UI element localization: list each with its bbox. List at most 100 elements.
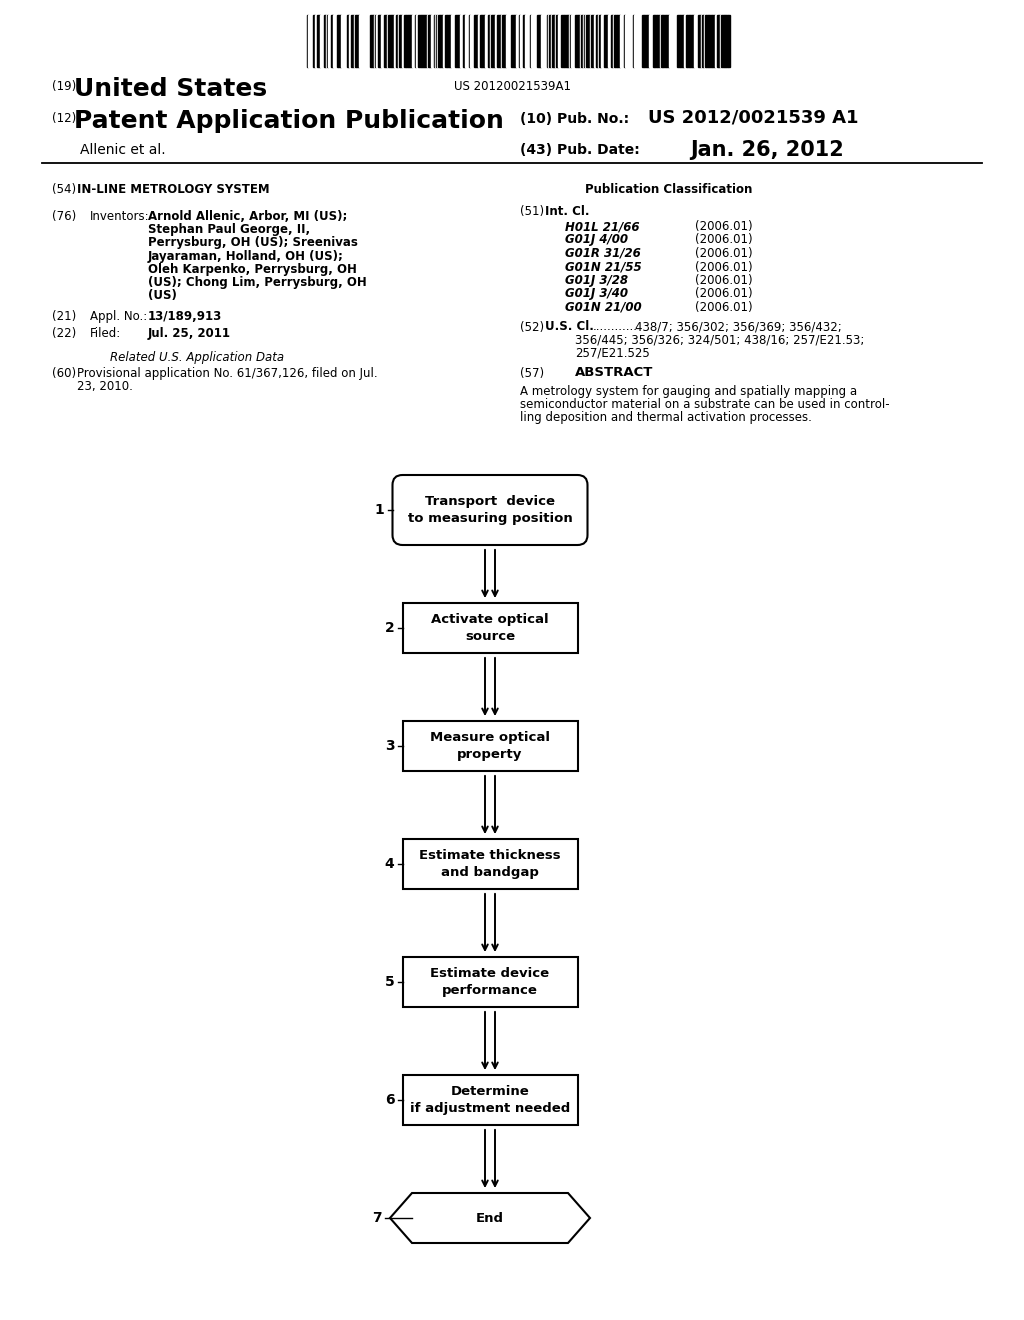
Text: Publication Classification: Publication Classification: [585, 183, 753, 195]
Bar: [313, 15, 315, 67]
Bar: [402, 603, 578, 653]
Bar: [525, 15, 527, 67]
Bar: [581, 15, 583, 67]
Bar: [514, 15, 516, 67]
Text: (54): (54): [52, 183, 76, 195]
Bar: [349, 15, 351, 67]
Text: Jul. 25, 2011: Jul. 25, 2011: [148, 327, 231, 341]
Text: (2006.01): (2006.01): [695, 247, 753, 260]
Text: (76): (76): [52, 210, 76, 223]
Bar: [621, 15, 624, 67]
Bar: [591, 15, 594, 67]
Bar: [671, 15, 673, 67]
Text: G01N 21/55: G01N 21/55: [565, 260, 642, 273]
Bar: [425, 15, 427, 67]
FancyBboxPatch shape: [392, 475, 588, 545]
Text: End: End: [476, 1212, 504, 1225]
Bar: [392, 15, 394, 67]
Bar: [495, 15, 497, 67]
Text: (10) Pub. No.:: (10) Pub. No.:: [520, 112, 629, 125]
Text: IN-LINE METROLOGY SYSTEM: IN-LINE METROLOGY SYSTEM: [77, 183, 269, 195]
Bar: [502, 15, 504, 67]
Text: Perrysburg, OH (US); Sreenivas: Perrysburg, OH (US); Sreenivas: [148, 236, 357, 249]
Bar: [384, 15, 387, 67]
Bar: [319, 15, 322, 67]
Text: (19): (19): [52, 81, 76, 92]
Bar: [382, 15, 384, 67]
Text: 7: 7: [373, 1210, 382, 1225]
Text: G01N 21/00: G01N 21/00: [565, 301, 642, 314]
Bar: [637, 15, 639, 67]
Bar: [478, 15, 480, 67]
Text: G01R 31/26: G01R 31/26: [565, 247, 641, 260]
Text: Estimate device
performance: Estimate device performance: [430, 968, 550, 997]
Text: Jayaraman, Holland, OH (US);: Jayaraman, Holland, OH (US);: [148, 249, 344, 263]
Text: Activate optical
source: Activate optical source: [431, 612, 549, 643]
Bar: [365, 15, 368, 67]
Text: Allenic et al.: Allenic et al.: [80, 143, 166, 157]
Bar: [523, 15, 525, 67]
Text: 3: 3: [385, 739, 394, 752]
Text: United States: United States: [74, 77, 267, 102]
Text: G01J 3/28: G01J 3/28: [565, 275, 628, 286]
Bar: [532, 15, 534, 67]
Bar: [394, 15, 396, 67]
Bar: [677, 15, 680, 67]
Polygon shape: [390, 1193, 590, 1243]
Bar: [647, 15, 649, 67]
Bar: [472, 15, 474, 67]
Bar: [482, 15, 484, 67]
Bar: [335, 15, 337, 67]
Text: (2006.01): (2006.01): [695, 288, 753, 301]
Bar: [544, 15, 547, 67]
Bar: [680, 15, 683, 67]
Bar: [400, 15, 402, 67]
Bar: [402, 957, 578, 1007]
Bar: [721, 15, 724, 67]
Text: US 2012/0021539 A1: US 2012/0021539 A1: [648, 110, 858, 127]
Bar: [572, 15, 574, 67]
Bar: [451, 15, 454, 67]
Bar: [485, 15, 488, 67]
Bar: [534, 15, 536, 67]
Text: (2006.01): (2006.01): [695, 301, 753, 314]
Bar: [402, 15, 404, 67]
Bar: [687, 15, 689, 67]
Text: US 20120021539A1: US 20120021539A1: [454, 81, 570, 92]
Text: 1: 1: [375, 503, 384, 517]
Bar: [561, 15, 564, 67]
Bar: [692, 15, 694, 67]
Bar: [673, 15, 676, 67]
Text: A metrology system for gauging and spatially mapping a: A metrology system for gauging and spati…: [520, 384, 857, 397]
Bar: [443, 15, 445, 67]
Text: G01J 4/00: G01J 4/00: [565, 234, 628, 247]
Text: Provisional application No. 61/367,126, filed on Jul.: Provisional application No. 61/367,126, …: [77, 367, 378, 380]
Bar: [317, 15, 319, 67]
Bar: [635, 15, 637, 67]
Bar: [438, 15, 440, 67]
Bar: [651, 15, 653, 67]
Bar: [416, 15, 418, 67]
Text: Measure optical
property: Measure optical property: [430, 731, 550, 762]
Text: (21): (21): [52, 310, 76, 323]
Bar: [588, 15, 590, 67]
Text: (US): (US): [148, 289, 177, 302]
Bar: [447, 15, 449, 67]
Bar: [728, 15, 730, 67]
Bar: [712, 15, 715, 67]
Text: 257/E21.525: 257/E21.525: [575, 346, 650, 359]
Bar: [694, 15, 697, 67]
Text: Filed:: Filed:: [90, 327, 121, 341]
Text: (US); Chong Lim, Perrysburg, OH: (US); Chong Lim, Perrysburg, OH: [148, 276, 367, 289]
Text: (2006.01): (2006.01): [695, 260, 753, 273]
Text: semiconductor material on a substrate can be used in control-: semiconductor material on a substrate ca…: [520, 397, 890, 411]
Text: ............: ............: [593, 321, 638, 334]
Text: (60): (60): [52, 367, 76, 380]
Text: (22): (22): [52, 327, 76, 341]
Bar: [558, 15, 561, 67]
Bar: [608, 15, 611, 67]
Bar: [709, 15, 712, 67]
Text: G01J 3/40: G01J 3/40: [565, 288, 628, 301]
Bar: [310, 15, 312, 67]
Text: Jan. 26, 2012: Jan. 26, 2012: [690, 140, 844, 160]
